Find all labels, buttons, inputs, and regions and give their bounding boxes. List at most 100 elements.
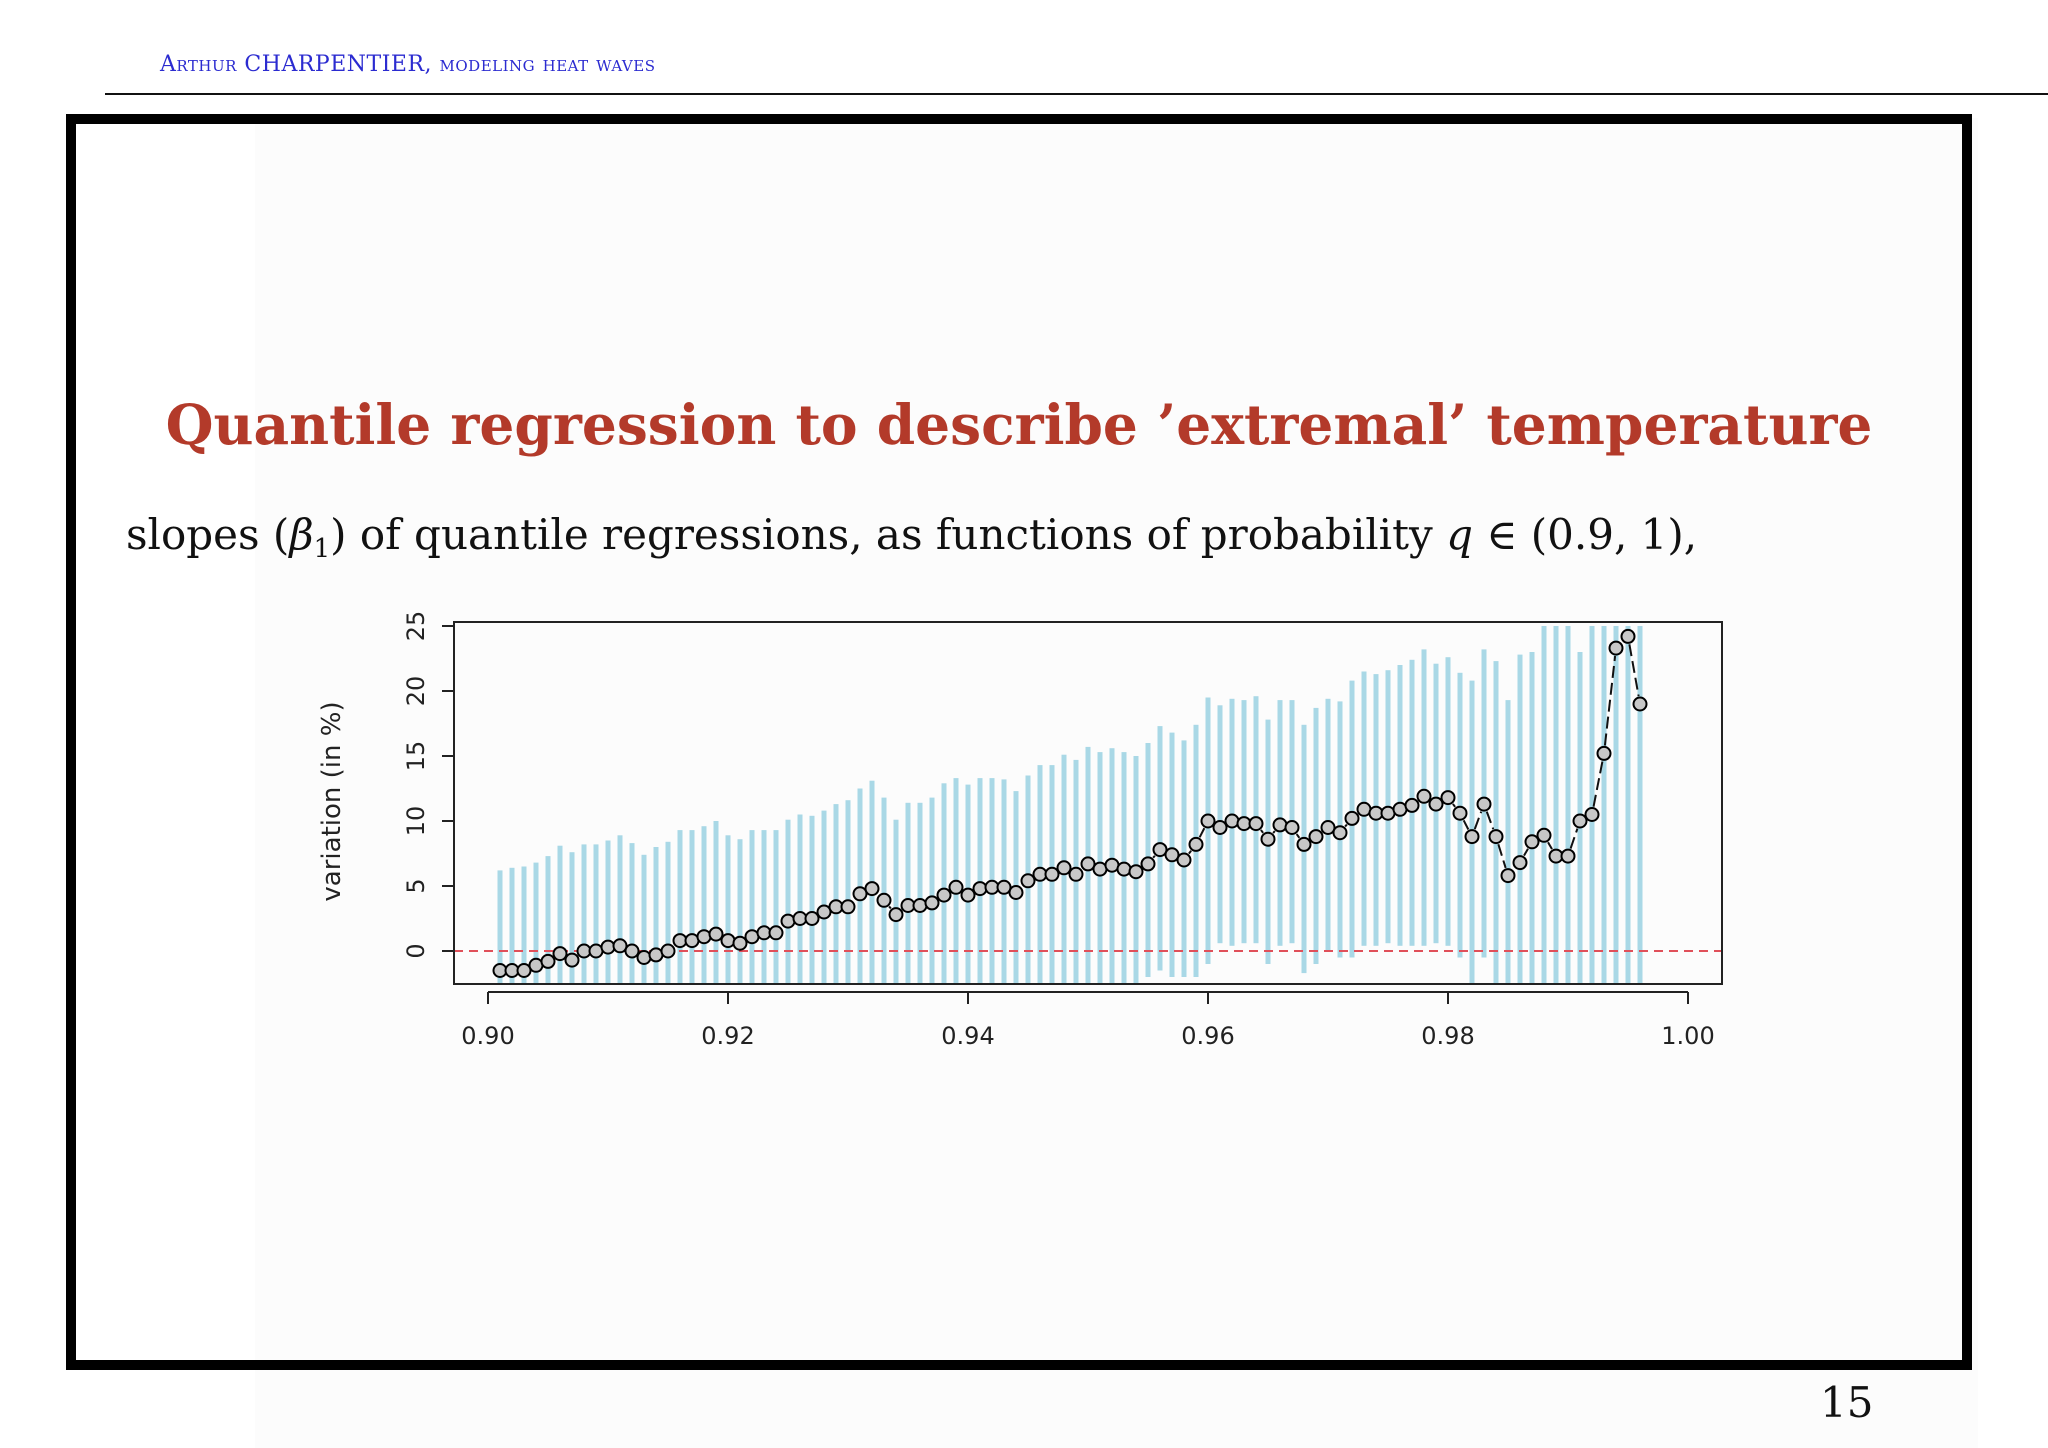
estimate-point [1560, 848, 1576, 864]
interval-bar [941, 783, 947, 984]
interval-bar [1529, 652, 1535, 984]
connector-segment [1569, 828, 1579, 849]
interval-bar [581, 844, 587, 984]
estimate-point [960, 887, 976, 903]
interval-bar [641, 854, 647, 984]
estimate-point [1584, 807, 1600, 822]
estimate-point [1596, 745, 1612, 761]
interval-bar [1565, 626, 1571, 984]
estimate-point [1248, 816, 1264, 832]
y-axis: 0 5 10 15 20 25 [402, 611, 455, 959]
estimate-point [852, 886, 868, 902]
connector-segment [1198, 827, 1206, 838]
interval-bar [1553, 626, 1559, 984]
x-tick-label: 0.94 [941, 1022, 994, 1050]
estimate-point [1320, 820, 1336, 835]
estimate-point [696, 929, 712, 945]
estimate-point [876, 892, 892, 908]
x-tick-label: 0.96 [1181, 1022, 1234, 1050]
interval-bar [665, 841, 671, 984]
interval-bars [497, 626, 1643, 984]
y-tick-label: 0 [402, 943, 430, 958]
connector-segment [1344, 823, 1348, 828]
interval-bar [617, 835, 623, 984]
interval-bar [917, 802, 923, 984]
estimate-points [492, 628, 1648, 978]
estimate-point [1164, 847, 1180, 863]
connector-segment [1272, 830, 1276, 834]
slide-title: Quantile regression to describe ’extrema… [165, 392, 1873, 457]
interval-bar [977, 778, 983, 984]
estimate-point [1224, 813, 1240, 829]
estimate-point [1008, 885, 1024, 900]
subtitle-mid: ) of quantile regressions, as functions … [330, 510, 1447, 559]
estimate-point [1476, 796, 1492, 812]
interval-bar [1613, 626, 1619, 984]
interval-bar [821, 810, 827, 984]
interval-bar [569, 852, 575, 984]
connector-segment [1473, 811, 1483, 830]
connector-segment [1260, 829, 1264, 834]
connector-segment [1523, 848, 1529, 857]
connector-segment [1152, 855, 1156, 859]
estimate-point [1452, 805, 1468, 821]
interval-bar [1517, 654, 1523, 984]
interval-bar [533, 862, 539, 984]
interval-bar [713, 821, 719, 984]
x-tick-label: 1.00 [1661, 1022, 1714, 1050]
running-header: Arthur CHARPENTIER, modeling heat waves [160, 52, 656, 77]
estimate-point [1308, 829, 1324, 845]
x-tick-label: 0.92 [701, 1022, 754, 1050]
connector-segment [1295, 833, 1301, 839]
x-tick-label: 0.98 [1421, 1022, 1474, 1050]
interval-bar [929, 797, 935, 984]
x-tick-label: 0.90 [461, 1022, 514, 1050]
estimate-point [1428, 796, 1444, 812]
interval-bar [785, 819, 791, 984]
interval-bar [1493, 661, 1499, 984]
subtitle-beta: β [289, 510, 314, 559]
estimate-point [516, 963, 532, 978]
y-tick-label: 5 [402, 878, 430, 893]
estimate-point [1440, 790, 1456, 806]
connector-segment [1547, 841, 1553, 850]
interval-bar [1625, 626, 1631, 984]
estimate-point [804, 911, 820, 926]
connector-segment [1628, 644, 1640, 697]
subtitle-q: q [1446, 510, 1473, 559]
slide-background [255, 118, 1978, 1448]
estimate-point [1212, 820, 1228, 835]
connector-segment [1188, 850, 1192, 855]
estimate-point [768, 925, 784, 941]
interval-bar [761, 830, 767, 984]
slide-frame [66, 114, 1972, 1370]
estimate-point [1260, 831, 1276, 847]
estimate-point [1044, 866, 1060, 882]
interval-bar [893, 819, 899, 984]
estimate-point [624, 943, 640, 959]
y-axis-label: variation (in %) [317, 701, 347, 901]
estimate-point [1500, 868, 1516, 884]
connector-segment [1485, 811, 1495, 830]
interval-bar [1637, 626, 1643, 984]
connector-segment [1452, 803, 1456, 808]
interval-bar [557, 845, 563, 984]
estimate-point [732, 935, 748, 951]
interval-bar [521, 866, 527, 984]
interval-bar [593, 844, 599, 984]
estimate-point [1608, 640, 1624, 656]
interval-bar [845, 800, 851, 984]
estimate-point [1524, 834, 1540, 850]
estimate-point [912, 898, 928, 913]
header-topic: modeling heat waves [439, 52, 656, 77]
interval-bar [629, 843, 635, 984]
interval-bar [773, 830, 779, 984]
estimate-point [660, 943, 676, 959]
chart-svg: 0 5 10 15 20 25 0.90 0.92 0.94 0.96 0.98 1.00 vari… [317, 611, 1723, 1050]
x-axis: 0.90 0.92 0.94 0.96 0.98 1.00 [461, 991, 1715, 1050]
estimate-point [1056, 860, 1072, 876]
interval-bar [1505, 700, 1511, 984]
estimate-point [1404, 797, 1420, 813]
interval-bar [605, 840, 611, 984]
estimate-point [1344, 810, 1360, 826]
